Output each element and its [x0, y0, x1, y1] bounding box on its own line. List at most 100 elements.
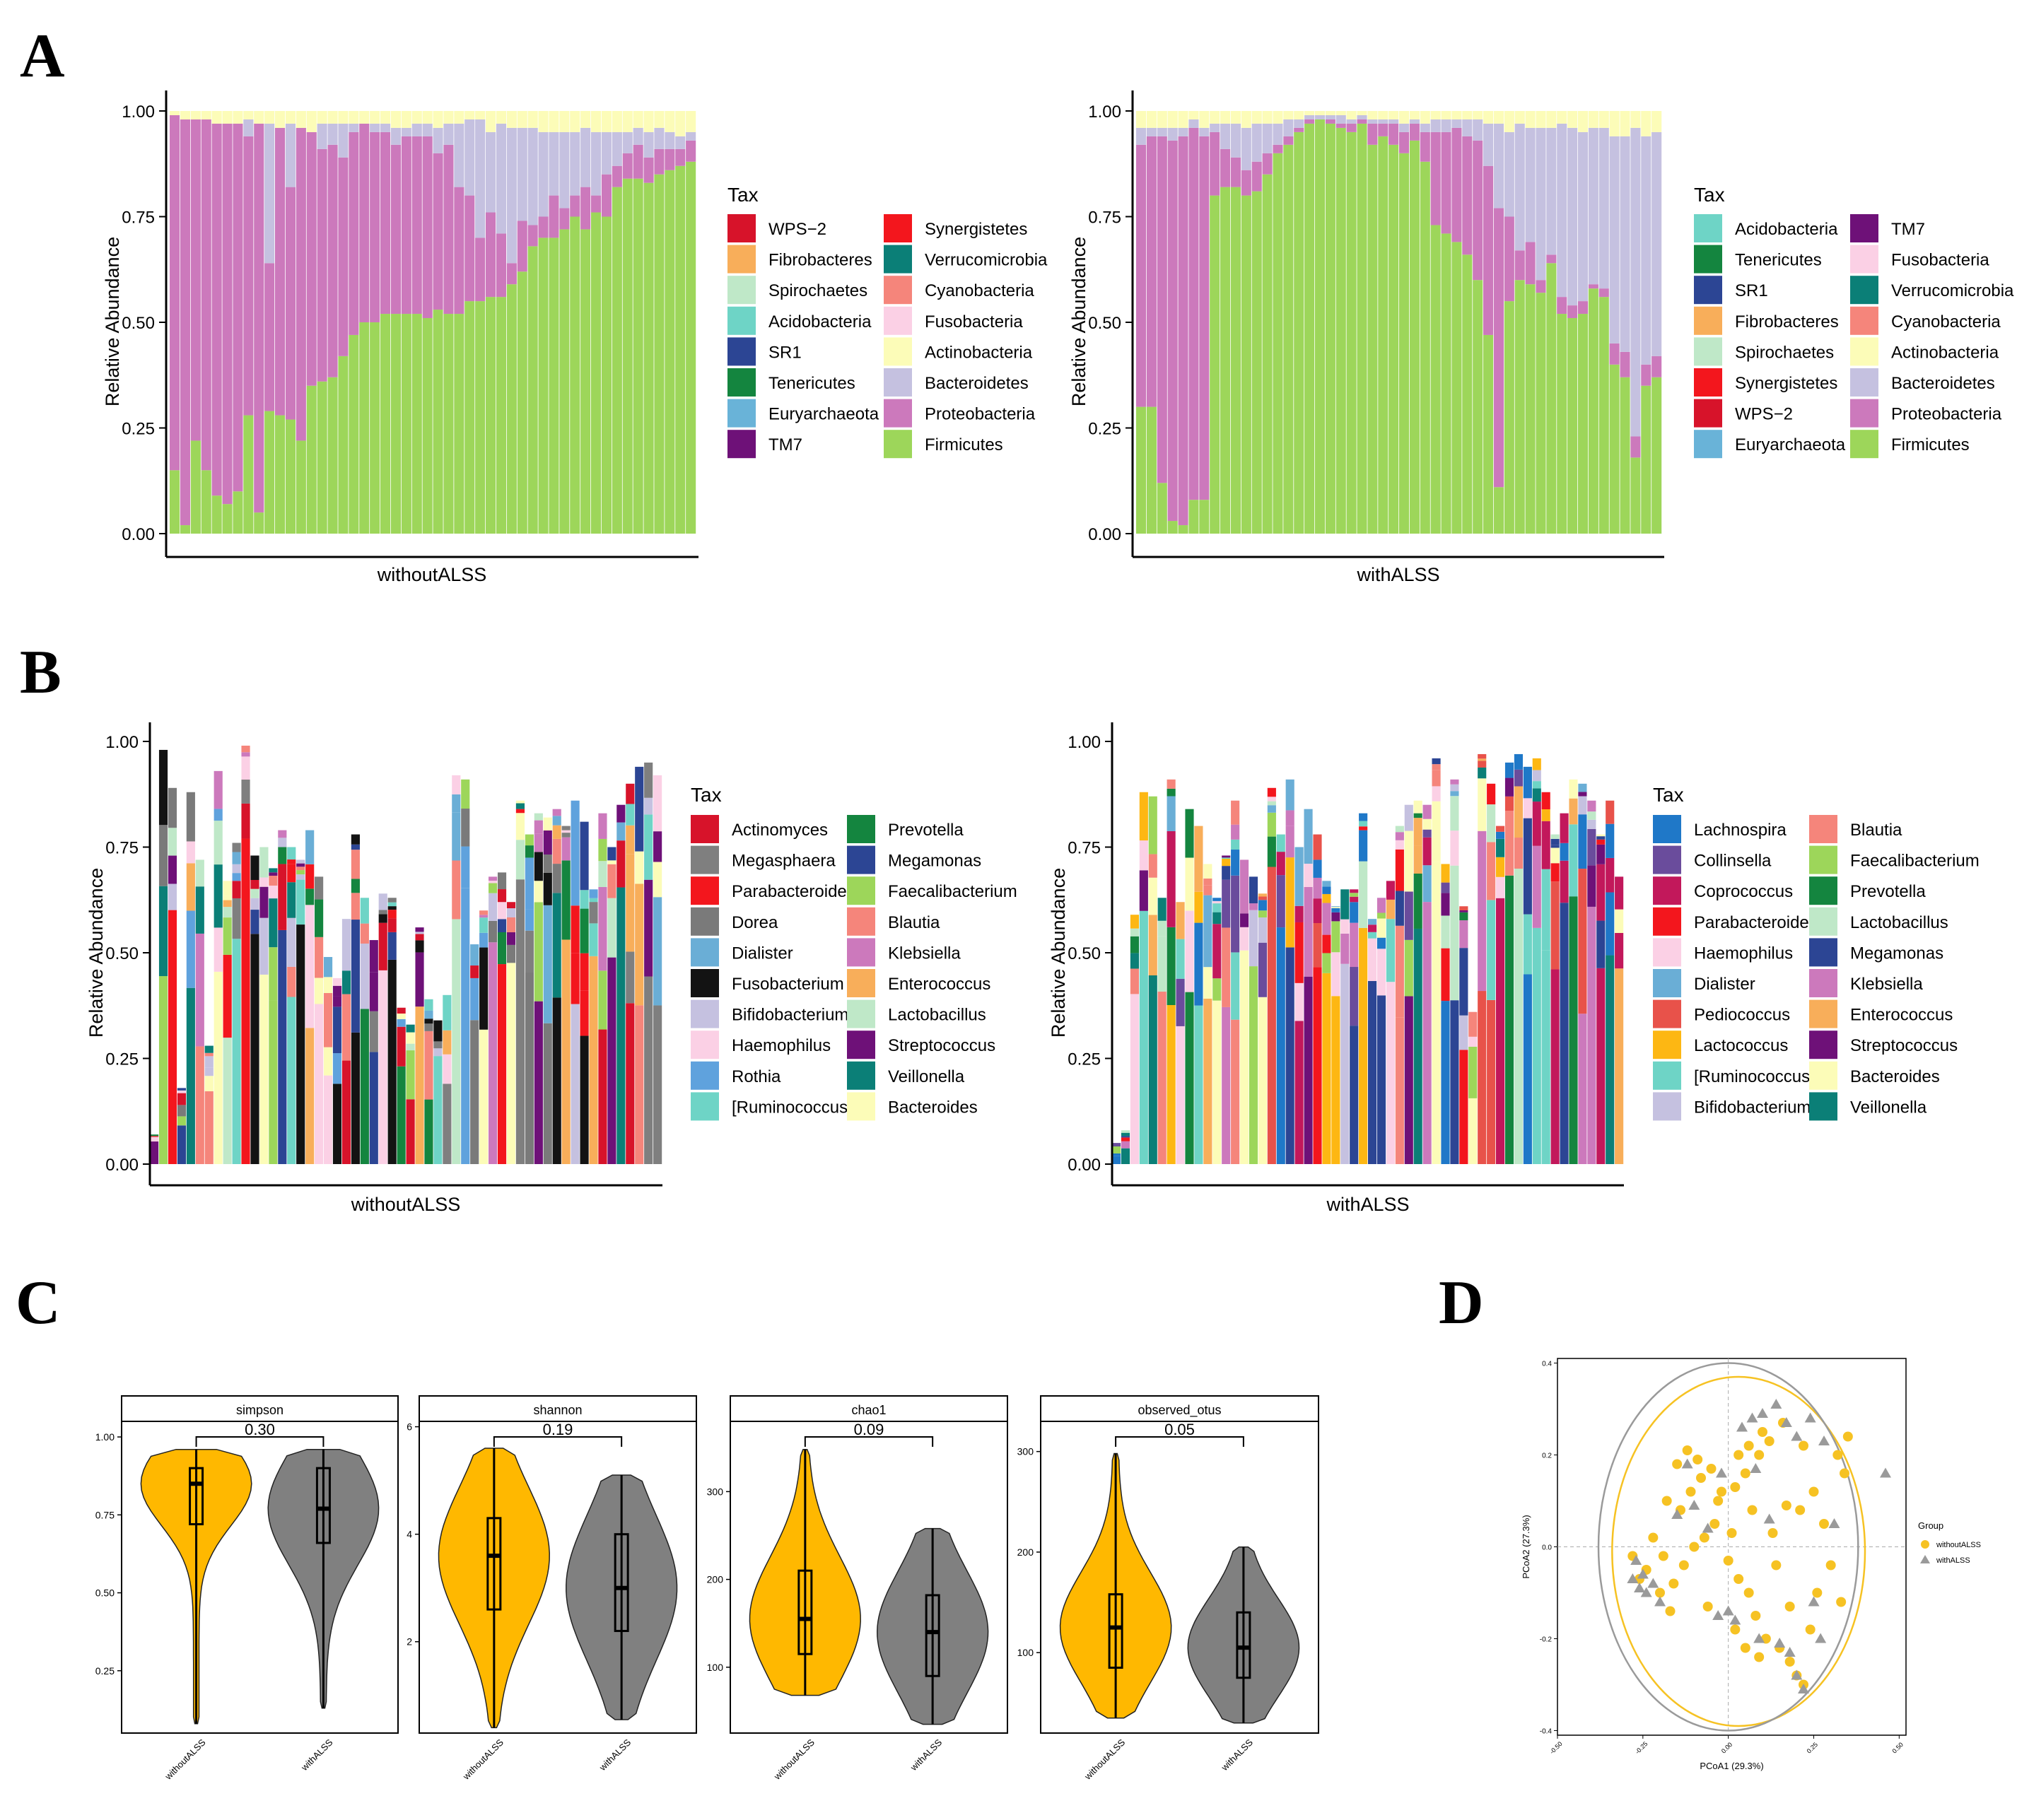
- bar-segment-pediococcus: [1258, 896, 1267, 900]
- y-tick-label: 0.25: [1068, 1050, 1101, 1069]
- bar-segment-firmicutes: [1409, 140, 1420, 534]
- bar-segment-megamonas: [177, 1088, 186, 1091]
- bar-segment-parabacteroides: [571, 953, 580, 1004]
- bar-segment-ruminococcus: [1532, 781, 1541, 789]
- bar-segment-dialister: [452, 794, 461, 813]
- bar-segment-faecalibacterium: [1322, 953, 1331, 973]
- bar-segment-klebsiella: [1395, 832, 1404, 840]
- a-right-bars: [1136, 111, 1662, 534]
- bar-segment-actinomyces: [626, 1003, 635, 1164]
- bar-segment-firmicutes: [1178, 525, 1188, 534]
- bar-segment-bacteroidetes: [1451, 119, 1462, 128]
- point-withoutALSS: [1808, 1486, 1819, 1497]
- bar-segment-blautia: [1514, 838, 1523, 869]
- bar-segment-ruminococcus: [1523, 914, 1532, 975]
- bar-segment-rothia: [470, 977, 479, 1021]
- bar-segment-lachnospira: [1112, 1153, 1121, 1156]
- bar-segment-faecalibacterium: [1148, 796, 1157, 855]
- bar-segment-bacteroidetes: [317, 123, 327, 149]
- y-tick-label: 2: [407, 1636, 412, 1648]
- point-withoutALSS: [1734, 1450, 1744, 1460]
- bar-segment-ruminococcus: [1231, 839, 1240, 850]
- bar-segment-megasphaera: [644, 762, 653, 798]
- legend-label: Verrucomicrobia: [1891, 281, 2014, 300]
- bar-segment-actinobacteria: [1641, 111, 1651, 136]
- bar-segment-haemophilus: [1176, 1026, 1185, 1164]
- bar-segment-dialister: [1331, 906, 1340, 908]
- bar-segment-coprococcus: [1294, 905, 1304, 922]
- legend-label: SR1: [768, 343, 802, 362]
- bar-segment-lactococcus: [1139, 792, 1148, 841]
- bar-segment-bifidobacterium: [1258, 917, 1267, 943]
- bar-segment-rothia: [589, 889, 598, 898]
- bar-segment-faecalibacterium: [598, 970, 607, 1030]
- bar-segment-lachnospira: [1350, 902, 1359, 923]
- bar-segment-parabacteroides: [1395, 849, 1404, 891]
- legend-swatch: [1809, 1031, 1837, 1059]
- bar-segment-coprococcus: [1386, 881, 1395, 900]
- point-withALSS: [1637, 1568, 1649, 1579]
- bar-segment-dialister: [1422, 865, 1432, 903]
- y-tick-label: 0.00: [122, 525, 155, 544]
- y-tick-label: 0.50: [122, 314, 155, 333]
- bar-segment-megamonas: [635, 766, 644, 852]
- bar-segment-klebsiella: [1422, 804, 1432, 819]
- bar-segment-bacteroidetes: [643, 131, 654, 158]
- bar-segment-dorea: [552, 864, 561, 893]
- bar-segment-veillonella: [552, 893, 561, 998]
- bar-segment-actinobacteria: [675, 111, 686, 136]
- bar-segment-bacteroidetes: [1136, 127, 1147, 145]
- bar-segment-dialister: [470, 944, 479, 966]
- bar-segment-haemophilus: [1368, 938, 1377, 981]
- bar-segment-faecalibacterium: [223, 917, 232, 955]
- bar-segment-firmicutes: [338, 356, 349, 534]
- bar-segment-bifidobacterium: [360, 944, 369, 1009]
- y-tick-label: 300: [1017, 1446, 1034, 1457]
- bar-segment-pediococcus: [1267, 867, 1276, 1164]
- bar-segment-actinobacteria: [1473, 111, 1483, 119]
- bar-segment-firmicutes: [1588, 288, 1598, 534]
- bar-segment-actinobacteria: [527, 111, 538, 128]
- bar-segment-bacteroidetes: [580, 127, 591, 187]
- bar-segment-enterococcus: [1413, 818, 1422, 846]
- bar-segment-firmicutes: [1314, 119, 1326, 534]
- bar-segment-veillonella: [1130, 953, 1139, 969]
- bar-segment-collinsella: [1404, 891, 1413, 940]
- bar-segment-streptococcus: [1587, 865, 1596, 907]
- bar-segment-enterococcus: [415, 1006, 424, 1164]
- bar-segment-proteobacteria: [643, 157, 654, 183]
- bar-segment-parabacteroides: [1121, 1137, 1130, 1141]
- legend-label: Megasphaera: [732, 852, 836, 871]
- y-tick-label: 0.00: [1088, 525, 1121, 544]
- bar-segment-actinomyces: [241, 803, 250, 839]
- bar-segment-firmicutes: [233, 491, 243, 534]
- point-withoutALSS: [1740, 1468, 1750, 1479]
- legend-label: Proteobacteria: [925, 405, 1036, 424]
- bar-segment-firmicutes: [211, 495, 222, 534]
- bar-segment-proteobacteria: [422, 136, 433, 319]
- bar-segment-coprococcus: [1560, 813, 1569, 843]
- bar-segment-bacteroidetes: [454, 123, 464, 187]
- bar-segment-proteobacteria: [264, 263, 275, 411]
- bar-segment-ruminococcus: [589, 898, 598, 903]
- bar-segment-collinsella: [1441, 882, 1450, 893]
- bar-segment-proteobacteria: [254, 123, 264, 513]
- bar-segment-veillonella: [1606, 955, 1615, 1164]
- bar-segment-actinobacteria: [370, 111, 380, 124]
- bar-segment-enterococcus: [561, 939, 571, 1164]
- bar-segment-dorea: [186, 792, 195, 842]
- bar-segment-lachnospira: [1322, 886, 1331, 894]
- bar-segment-fusobacterium: [543, 872, 552, 905]
- bar-segment-lactobacillus: [1267, 801, 1276, 806]
- bar-segment-proteobacteria: [464, 195, 475, 302]
- bar-segment-firmicutes: [1251, 191, 1262, 534]
- bar-segment-streptococcus: [369, 972, 378, 1011]
- bar-segment-proteobacteria: [1220, 148, 1231, 187]
- bar-segment-haemophilus: [452, 775, 461, 794]
- legend-swatch: [727, 306, 756, 335]
- bar-segment-dialister: [1578, 783, 1587, 792]
- bar-segment-bacteroidetes: [1188, 119, 1199, 128]
- bar-segment-prevotella: [1267, 836, 1276, 867]
- bar-segment-proteobacteria: [1620, 351, 1630, 377]
